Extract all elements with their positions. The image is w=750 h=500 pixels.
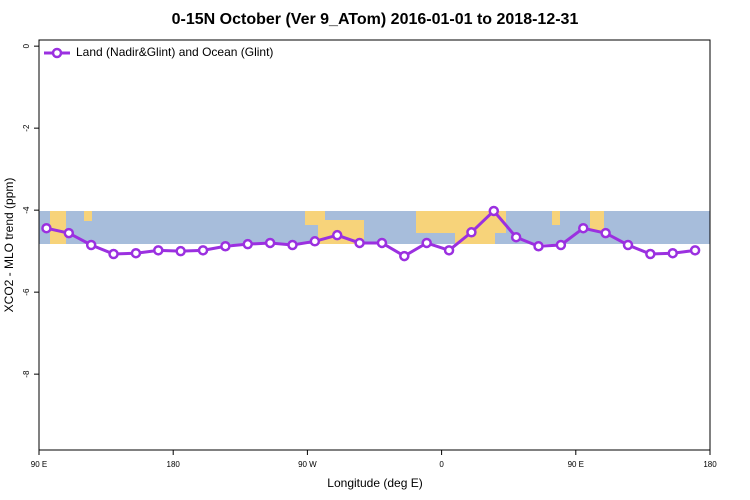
data-point — [197, 245, 209, 256]
x-axis-label: Longitude (deg E) — [327, 476, 422, 490]
data-point — [41, 222, 52, 234]
y-axis-label: XCO2 - MLO trend (ppm) — [2, 178, 16, 313]
y-tick-label: -6 — [22, 288, 31, 296]
y-tick-label: -2 — [22, 124, 31, 132]
data-point — [443, 245, 455, 256]
data-point — [331, 229, 343, 241]
data-point — [287, 239, 298, 251]
x-tick-label: 180 — [703, 460, 717, 469]
x-tick-label: 180 — [167, 460, 181, 469]
data-point — [510, 231, 522, 243]
data-point — [108, 248, 119, 260]
x-tick-label: 90 E — [568, 460, 584, 469]
data-point — [488, 205, 500, 217]
x-tick-label: 90 E — [31, 460, 47, 469]
data-point — [466, 227, 477, 238]
data-point — [600, 227, 611, 239]
y-tick-label: 0 — [22, 43, 31, 48]
data-point — [85, 239, 97, 251]
data-point — [264, 237, 276, 249]
legend-label: Land (Nadir&Glint) and Ocean (Glint) — [76, 45, 273, 59]
data-point — [645, 248, 656, 260]
data-point — [667, 247, 678, 259]
data-point — [309, 236, 321, 247]
y-tick-label: -4 — [22, 206, 31, 214]
data-point — [175, 245, 186, 257]
chart-title: 0-15N October (Ver 9_ATom) 2016-01-01 to… — [172, 11, 579, 28]
data-point — [578, 222, 589, 234]
data-point — [622, 239, 634, 251]
data-point — [242, 238, 254, 250]
map-band — [39, 211, 710, 244]
plot-frame — [38, 39, 711, 451]
data-point — [399, 250, 410, 262]
data-point — [63, 227, 75, 239]
data-point — [376, 237, 388, 249]
data-point — [220, 240, 231, 252]
data-point — [130, 247, 142, 259]
data-point — [153, 245, 164, 256]
data-point — [689, 245, 701, 256]
data-point — [533, 240, 544, 252]
data-point — [555, 239, 567, 251]
legend-marker — [51, 47, 63, 59]
x-tick-label: 90 W — [298, 460, 317, 469]
x-tick-label: 0 — [439, 460, 444, 469]
data-point — [354, 237, 365, 249]
data-point — [421, 237, 432, 249]
y-tick-label: -8 — [22, 370, 31, 378]
